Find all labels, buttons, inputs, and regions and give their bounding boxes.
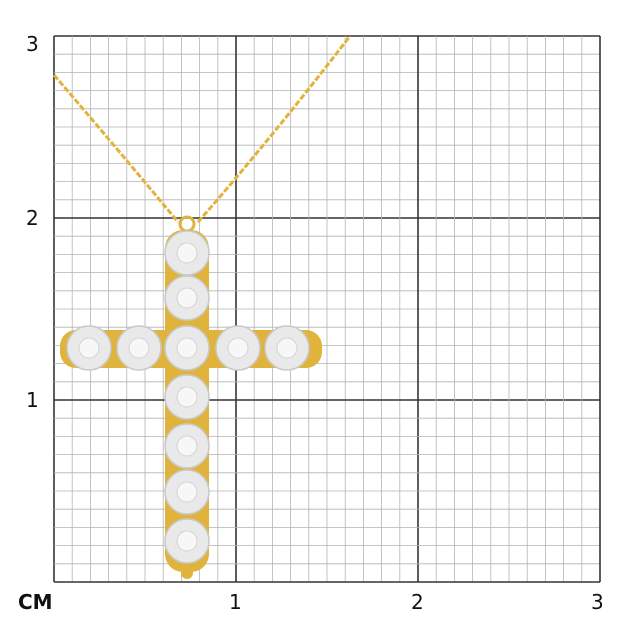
- chain-left: [52, 74, 180, 223]
- y-tick-2: 2: [26, 206, 39, 230]
- y-tick-3: 3: [26, 32, 39, 56]
- x-tick-1: 1: [229, 590, 242, 614]
- diamond-table: [176, 242, 198, 264]
- diamond-table: [227, 337, 249, 359]
- diamond-table: [176, 386, 198, 408]
- diamond-table: [176, 337, 198, 359]
- unit-label: CM: [18, 590, 53, 614]
- diamond-table: [176, 481, 198, 503]
- y-tick-1: 1: [26, 388, 39, 412]
- diamond-table: [176, 435, 198, 457]
- diamond-table: [176, 530, 198, 552]
- chain-right: [196, 35, 352, 223]
- cross-bottom-bead: [181, 567, 193, 579]
- bail: [178, 215, 196, 233]
- x-tick-2: 2: [411, 590, 424, 614]
- diamond-table: [78, 337, 100, 359]
- diamond-table: [276, 337, 298, 359]
- x-tick-3: 3: [591, 590, 604, 614]
- diamond-table: [128, 337, 150, 359]
- diamond-table: [176, 287, 198, 309]
